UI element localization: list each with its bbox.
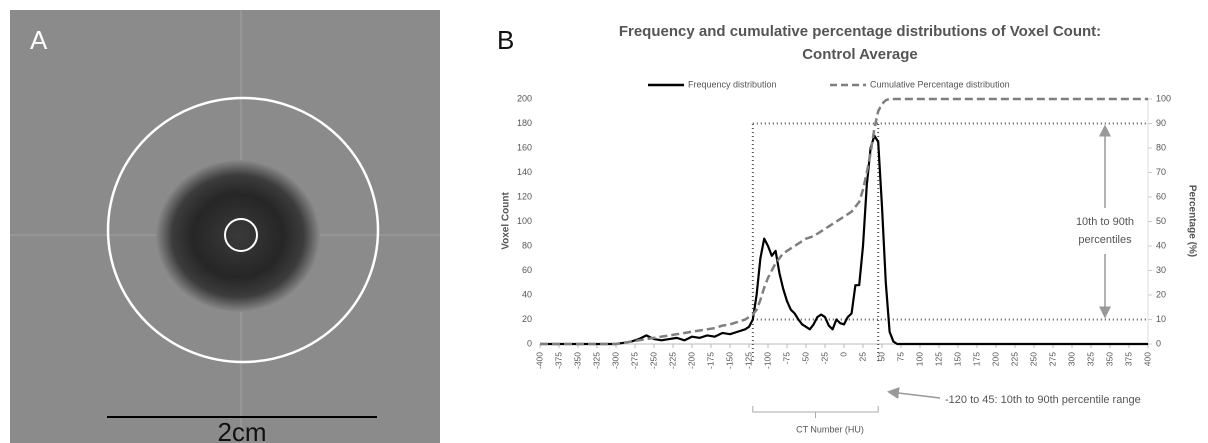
y-tick-label: 20 — [522, 314, 532, 324]
x-tick-label: -300 — [610, 352, 620, 369]
x-tick-label: 375 — [1123, 352, 1133, 366]
x-tick-label: 200 — [990, 352, 1000, 366]
scale-label: 2cm — [217, 417, 266, 443]
x-tick-label: -25 — [819, 352, 829, 365]
x-tick-label: 150 — [952, 352, 962, 366]
x-tick-label: -125 — [743, 352, 753, 369]
x-tick-label: 300 — [1066, 352, 1076, 366]
y2-tick-label: 80 — [1156, 142, 1166, 152]
x-tick-label: -75 — [781, 352, 791, 365]
x-tick-label: 125 — [933, 352, 943, 366]
x-axis-label: CT Number (HU) — [796, 424, 864, 434]
x-tick-label: -50 — [800, 352, 810, 365]
page: {"panel_a": {"label": "A", "scale_bar": … — [0, 0, 1208, 443]
x-tick-label: -100 — [762, 352, 772, 369]
y2-tick-label: 20 — [1156, 289, 1166, 299]
panel-label: B — [497, 25, 514, 55]
x-tick-label: -375 — [553, 352, 563, 369]
legend-label: Frequency distribution — [688, 79, 777, 89]
y2-tick-label: 10 — [1156, 314, 1166, 324]
x-tick-label: -200 — [686, 352, 696, 369]
annotation: 10th to 90th — [1076, 216, 1134, 228]
series-line — [540, 136, 1148, 344]
y2-tick-label: 50 — [1156, 216, 1166, 226]
x-tick-label: -175 — [705, 352, 715, 369]
y2-tick-label: 100 — [1156, 93, 1171, 103]
annotation-arrow — [890, 392, 940, 398]
x-tick-label: 250 — [1028, 352, 1038, 366]
x-tick-label: 175 — [971, 352, 981, 366]
x-tick-label: 400 — [1142, 352, 1152, 366]
x-tick-label: 350 — [1104, 352, 1114, 366]
y-tick-label: 0 — [527, 338, 532, 348]
x-tick-label: -400 — [534, 352, 544, 369]
x-tick-label: 225 — [1009, 352, 1019, 366]
chart-title: Frequency and cumulative percentage dist… — [619, 23, 1101, 40]
series-line — [540, 99, 1148, 344]
lesion — [156, 160, 320, 312]
y2-tick-label: 70 — [1156, 167, 1166, 177]
range-bracket — [753, 406, 878, 418]
x-tick-label: 0 — [838, 352, 848, 357]
y-tick-label: 120 — [517, 191, 532, 201]
x-tick-label: 325 — [1085, 352, 1095, 366]
y-tick-label: 180 — [517, 118, 532, 128]
panel-a: 2cm A — [10, 10, 440, 443]
y2-tick-label: 0 — [1156, 338, 1161, 348]
x-tick-label: -150 — [724, 352, 734, 369]
x-tick-label: -275 — [629, 352, 639, 369]
y-tick-label: 40 — [522, 289, 532, 299]
y2-axis-label: Percentage (%) — [1186, 185, 1197, 257]
panel-label: A — [30, 25, 48, 55]
y-tick-label: 140 — [517, 167, 532, 177]
y2-tick-label: 40 — [1156, 240, 1166, 250]
annotation: -120 to 45: 10th to 90th percentile rang… — [945, 394, 1141, 406]
y2-tick-label: 90 — [1156, 118, 1166, 128]
x-tick-label: -225 — [667, 352, 677, 369]
y-tick-label: 160 — [517, 142, 532, 152]
x-tick-label: 25 — [857, 352, 867, 362]
y-axis-label: Voxel Count — [501, 192, 512, 250]
x-tick-label: 75 — [895, 352, 905, 362]
x-tick-label: 275 — [1047, 352, 1057, 366]
x-tick-label: -350 — [572, 352, 582, 369]
chart-title: Control Average — [802, 46, 918, 63]
y2-tick-label: 30 — [1156, 265, 1166, 275]
legend-label: Cumulative Percentage distribution — [870, 79, 1010, 89]
x-tick-label: 100 — [914, 352, 924, 366]
y-tick-label: 100 — [517, 216, 532, 226]
y-tick-label: 200 — [517, 93, 532, 103]
y-tick-label: 60 — [522, 265, 532, 275]
y2-tick-label: 60 — [1156, 191, 1166, 201]
x-tick-label: -325 — [591, 352, 601, 369]
annotation: percentiles — [1078, 234, 1132, 246]
x-tick-label: -250 — [648, 352, 658, 369]
figure: 2cm A B Frequency and cumulative percent… — [0, 0, 1208, 443]
y-tick-label: 80 — [522, 240, 532, 250]
